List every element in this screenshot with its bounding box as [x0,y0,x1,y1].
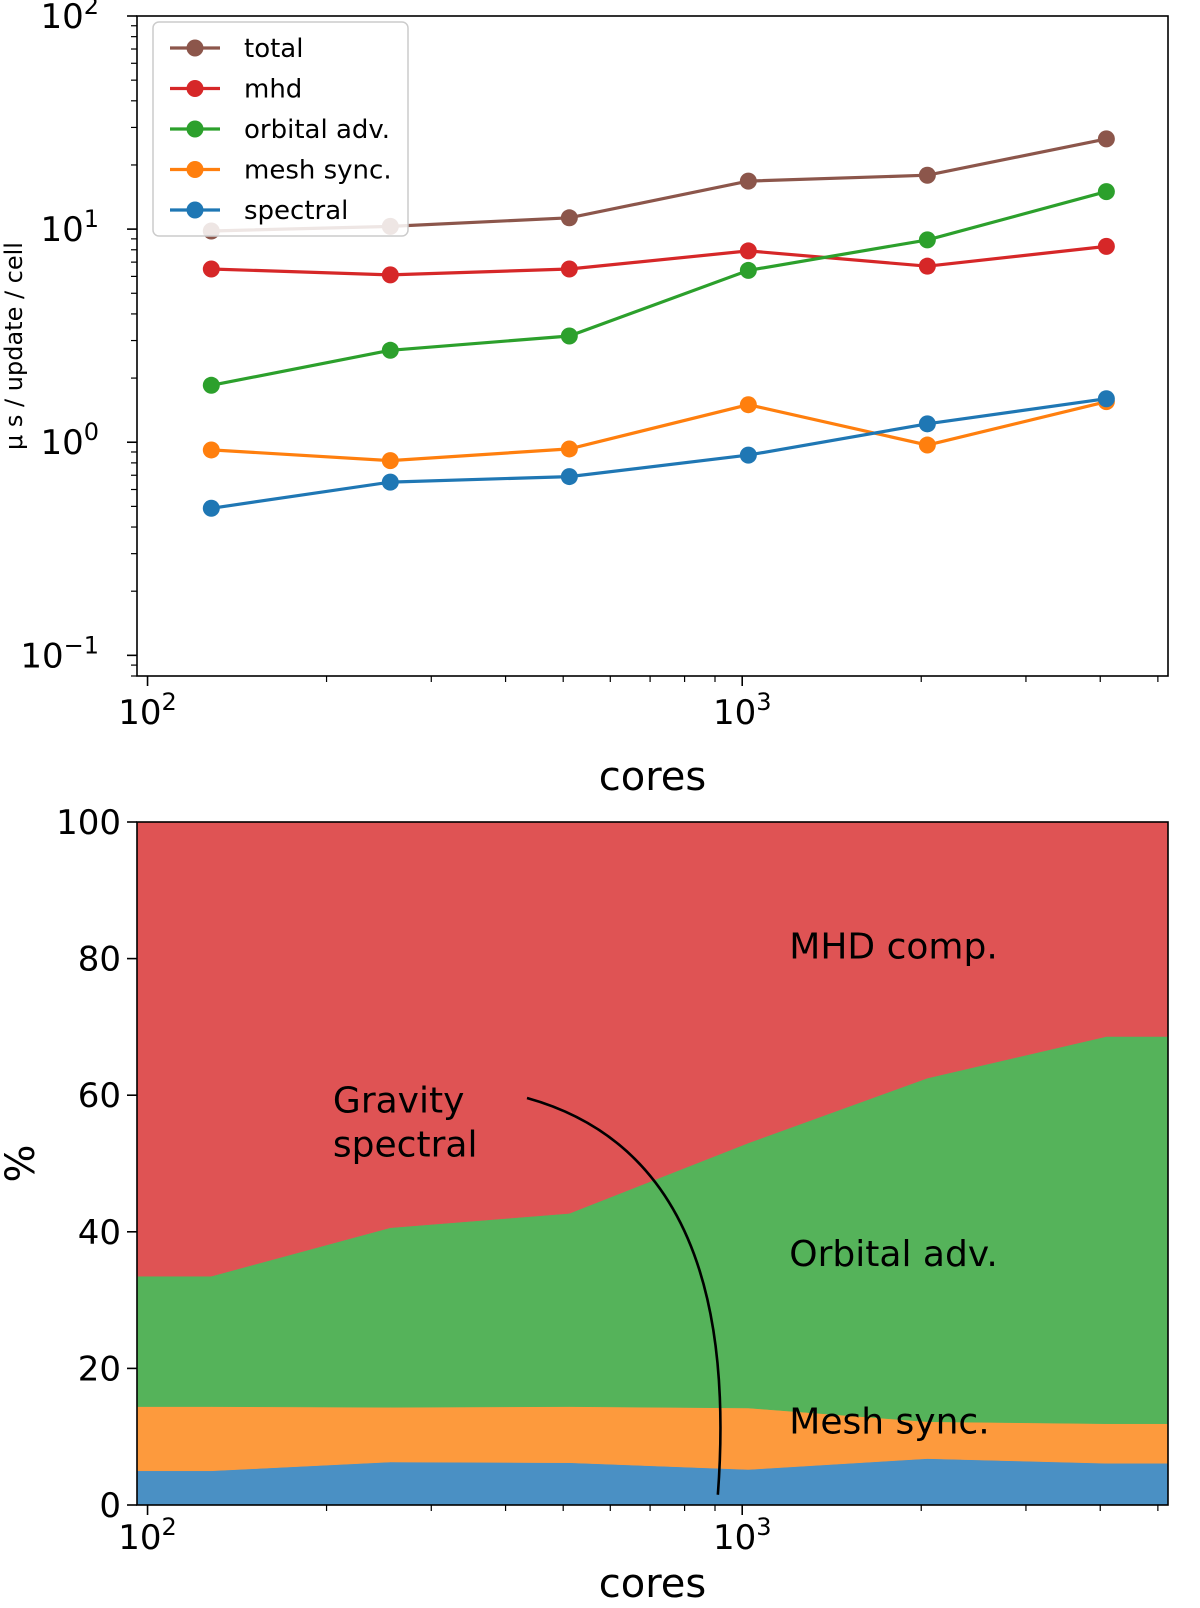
annotation-mhd-comp-: MHD comp. [789,927,997,968]
top-y-tick-label-exponent: 2 [84,0,99,20]
bottom-x-tick-label-base: 10 [118,1518,161,1558]
bottom-y-tick-label: 40 [78,1213,121,1253]
legend-box [152,21,409,237]
top-y-tick-label-base: 10 [20,636,63,676]
data-point [1097,183,1115,201]
data-point [381,266,399,284]
top-x-tick-label-base: 10 [713,693,756,733]
bottom-x-tick-label-base: 10 [713,1518,756,1558]
top-x-tick-label: 103 [713,688,772,733]
annotation-line: spectral [333,1124,478,1165]
legend-label: orbital adv. [244,115,390,145]
data-point [918,436,936,454]
data-point [918,231,936,249]
bottom-y-tick-label: 60 [78,1076,121,1116]
data-point [918,415,936,433]
data-point [560,209,578,227]
annotation-line: Mesh sync. [789,1401,989,1442]
legend-marker [186,161,204,178]
top-y-tick-label: 101 [40,205,99,250]
annotation-arrow [526,1096,722,1495]
data-point [560,327,578,345]
top-y-axis-label: μ s / update / cell [0,242,28,450]
legend-marker [186,80,204,97]
data-point [202,376,220,394]
top-y-tick-label-exponent: 1 [84,205,99,233]
series-line-orbital-adv- [210,190,1107,387]
data-point [739,446,757,464]
bottom-y-tick-label: 0 [99,1486,121,1526]
series-line-mhd [211,244,1107,277]
top-x-tick-label-base: 10 [118,693,161,733]
top-y-tick-label: 10−1 [20,631,99,676]
top-x-tick-label: 102 [118,688,177,733]
data-point [739,396,757,414]
data-point [381,341,399,359]
annotation-orbital-adv-: Orbital adv. [789,1234,997,1275]
data-point [739,172,757,190]
legend-marker [186,39,204,57]
data-point [560,440,578,458]
data-point [739,261,757,279]
data-point [560,260,578,278]
top-y-tick-label: 102 [40,0,99,37]
data-point [381,452,399,470]
top-y-tick-label-base: 10 [40,210,83,250]
annotation-gravity-spectral: Gravity spectral [333,1080,478,1165]
bottom-y-tick-label: 20 [78,1349,121,1389]
legend-label: total [244,34,303,64]
bottom-plot-frame [136,821,1169,1506]
data-point [381,473,399,491]
data-point [739,242,757,260]
top-y-tick-label-exponent: −1 [64,631,99,659]
data-point [1097,390,1115,408]
bottom-x-axis-label: cores [599,1561,706,1607]
series-line-mesh-sync- [211,400,1107,463]
annotation-line: MHD comp. [789,927,997,968]
top-y-tick-label-exponent: 0 [84,418,99,446]
data-point [202,499,220,517]
bottom-x-tick-label-exponent: 3 [756,1513,771,1541]
top-x-axis-label: cores [599,754,706,800]
bottom-y-axis-label: % [0,1144,44,1182]
data-point [1097,237,1115,255]
bottom-annotations: MHD comp. Gravity spectral Orbital adv. Mesh… [333,927,998,1495]
top-x-tick-label-exponent: 2 [162,688,177,716]
top-y-tick-label-base: 10 [40,0,83,37]
legend-label: spectral [244,196,348,226]
bottom-stacked-areas [136,821,1169,1506]
bottom-x-tick-label: 103 [713,1513,772,1558]
annotation-line: Orbital adv. [789,1234,997,1275]
bottom-x-tick-label: 102 [118,1513,177,1558]
data-point [918,166,936,184]
bottom-x-tick-label-exponent: 2 [162,1513,177,1541]
data-point [202,441,220,459]
top-y-tick-label: 100 [40,418,99,463]
data-point [560,468,578,486]
annotation-line: Gravity [333,1080,464,1121]
series-line-spectral [211,397,1107,510]
data-point [1097,130,1115,148]
data-point [918,257,936,275]
bottom-y-tick-label: 80 [78,940,121,980]
bottom-y-tick-label: 100 [56,803,121,843]
legend-label: mhd [244,75,302,105]
top-y-tick-label-base: 10 [40,423,83,463]
data-point [202,260,220,278]
top-x-tick-label-exponent: 3 [756,688,771,716]
top-plot-frame [136,15,1169,677]
legend-marker [186,120,204,138]
legend-label: mesh sync. [244,156,392,186]
annotation-mesh-sync-: Mesh sync. [789,1401,989,1442]
legend: total mhd orbital adv. mesh sync. spectral [152,21,409,237]
legend-marker [186,201,204,219]
